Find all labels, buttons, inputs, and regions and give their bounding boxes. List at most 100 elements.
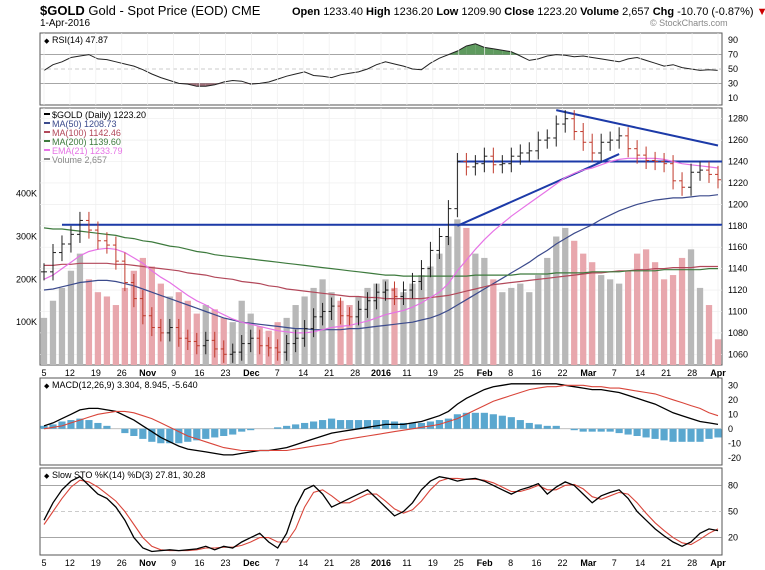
- macd-histogram-bar: [678, 428, 686, 442]
- sto-title: Slow STO %K(14) %D(3) 27.81, 30.28: [52, 470, 205, 480]
- x-tick-label: 25: [454, 368, 464, 378]
- x-tick-label: 16: [532, 368, 542, 378]
- volume-bar: [445, 236, 452, 365]
- x-tick-label-bottom: Nov: [139, 558, 156, 568]
- macd-histogram-bar: [462, 412, 470, 429]
- macd-histogram-bar: [318, 420, 327, 429]
- macd-histogram-bar: [301, 422, 309, 429]
- rsi-overbought-fill: [484, 47, 494, 55]
- ema21-line: [43, 157, 719, 334]
- x-tick-label-bottom: 16: [195, 558, 205, 568]
- volume-bar: [238, 300, 245, 365]
- price-ytick: 1080: [728, 328, 748, 338]
- price-title: $GOLD (Daily) 1223.20: [52, 110, 146, 120]
- macd-histogram-bar: [283, 425, 291, 429]
- volume-bar: [553, 236, 560, 365]
- open-label: Open: [292, 6, 321, 18]
- volume-bar: [571, 240, 578, 365]
- volume-bar: [624, 270, 632, 365]
- macd-histogram-bar: [184, 428, 192, 442]
- macd-histogram-bar: [94, 422, 102, 429]
- x-tick-label-bottom: 7: [612, 558, 617, 568]
- price-ytick: 1260: [728, 135, 748, 145]
- x-tick-label: 2016: [371, 368, 391, 378]
- macd-histogram-bar: [247, 428, 255, 431]
- volume-bar: [58, 287, 66, 365]
- chart-date: 1-Apr-2016: [40, 18, 91, 29]
- rsi-overbought-fill: [511, 51, 521, 55]
- volume-bar: [463, 227, 470, 365]
- macd-histogram-bar: [606, 428, 614, 432]
- x-tick-label: 7: [612, 368, 617, 378]
- volume-bar: [436, 253, 443, 365]
- low-label: Low: [436, 6, 459, 18]
- macd-histogram-bar: [345, 420, 354, 429]
- x-tick-label-bottom: 21: [324, 558, 334, 568]
- volume-bar: [427, 266, 434, 365]
- macd-histogram-bar: [525, 422, 533, 429]
- volume-bar: [355, 296, 362, 365]
- symbol-name: Gold - Spot Price (EOD): [88, 3, 228, 18]
- volume-bar: [562, 227, 569, 365]
- price-ytick: 1240: [728, 157, 748, 167]
- x-tick-label: 21: [324, 368, 334, 378]
- rsi-ytick: 70: [728, 50, 738, 60]
- trendline: [556, 109, 719, 147]
- volume-bar: [660, 279, 668, 365]
- legend-ma50: MA(50) 1208.73: [52, 119, 117, 129]
- x-tick-label: 5: [41, 368, 46, 378]
- x-tick-label: 11: [402, 368, 411, 378]
- legend-swatch: [44, 113, 50, 115]
- volume-bar: [121, 287, 129, 365]
- macd-histogram-bar: [336, 420, 345, 429]
- legend-ema21: EMA(21) 1233.79: [52, 146, 123, 156]
- macd-histogram-bar: [426, 421, 435, 429]
- x-tick-label-bottom: 5: [41, 558, 46, 568]
- down-arrow-icon: ▼: [756, 6, 765, 18]
- macd-histogram-bar: [121, 428, 129, 434]
- macd-histogram-bar: [327, 418, 336, 429]
- macd-histogram-bar: [651, 428, 659, 439]
- x-tick-label: 14: [298, 368, 308, 378]
- volume-bar: [382, 279, 389, 365]
- x-tick-label-bottom: 22: [557, 558, 567, 568]
- volume-bar: [76, 253, 84, 365]
- macd-ytick: 30: [728, 380, 738, 390]
- macd-histogram-bar: [588, 428, 596, 432]
- x-tick-label: 22: [557, 368, 567, 378]
- macd-histogram-bar: [399, 422, 408, 429]
- volume-ytick: 400K: [16, 189, 37, 199]
- volume-bar: [481, 257, 488, 365]
- price-ytick: 1100: [728, 306, 747, 316]
- volume-bar: [517, 283, 524, 365]
- macd-histogram-bar: [130, 428, 138, 436]
- volume-bar: [103, 296, 111, 365]
- rsi-ytick: 30: [728, 78, 738, 88]
- volume-bar: [678, 257, 686, 365]
- macd-histogram-bar: [498, 415, 506, 429]
- volume-bar: [687, 249, 695, 365]
- macd-histogram-bar: [274, 427, 282, 429]
- price-ytick: 1180: [728, 221, 747, 231]
- volume-bar: [130, 270, 138, 365]
- macd-histogram-bar: [417, 422, 426, 429]
- macd-histogram-bar: [139, 428, 147, 439]
- volume-bar: [373, 283, 380, 365]
- x-tick-label: 23: [220, 368, 230, 378]
- volume-bar: [229, 322, 236, 365]
- price-ytick: 1060: [728, 349, 748, 359]
- volume-bar: [669, 275, 677, 365]
- ma200-line: [43, 227, 718, 277]
- legend-ma200: MA(200) 1139.60: [52, 137, 121, 147]
- x-tick-label-bottom: 2016: [371, 558, 391, 568]
- volume-bar: [49, 300, 57, 365]
- macd-histogram-bar: [696, 428, 704, 442]
- volume-ytick: 100K: [16, 317, 37, 327]
- x-tick-label-bottom: 21: [661, 558, 671, 568]
- symbol-title: $GOLD Gold - Spot Price (EOD) CME: [40, 3, 260, 18]
- macd-histogram-bar: [615, 428, 623, 434]
- macd-ytick: -20: [728, 453, 741, 463]
- volume-bar: [633, 253, 641, 365]
- macd-histogram-bar: [570, 428, 578, 431]
- x-tick-label-bottom: Dec: [243, 558, 260, 568]
